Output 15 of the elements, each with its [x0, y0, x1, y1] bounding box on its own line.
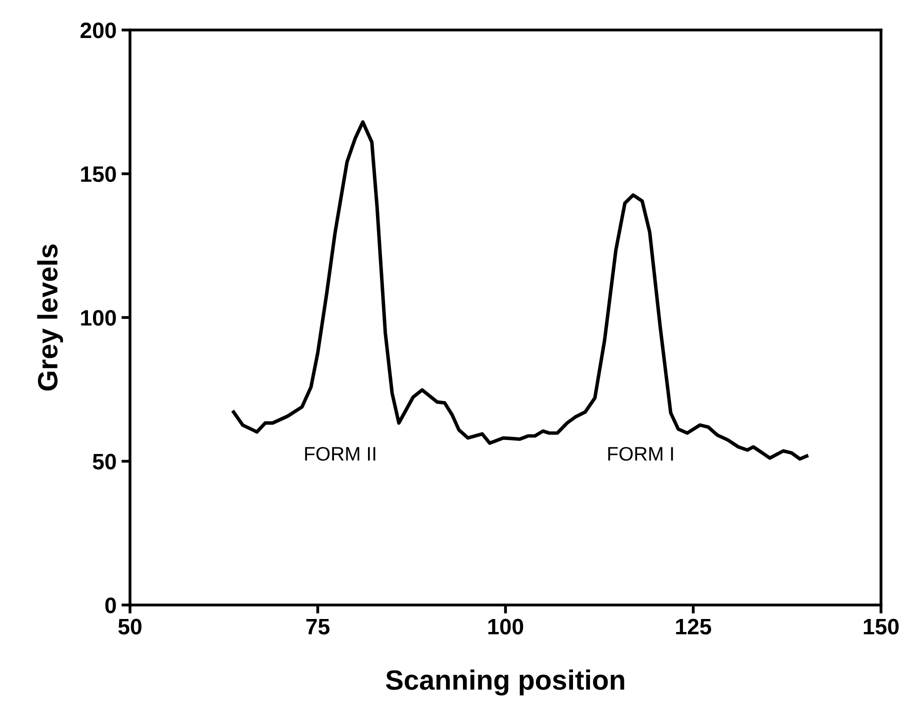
x-axis-title: Scanning position: [386, 669, 624, 696]
y-tick-label: 200: [80, 22, 116, 38]
x-tick-label: 125: [676, 618, 712, 635]
annotation: FORM II: [305, 446, 376, 461]
x-tick-label: 100: [488, 618, 524, 635]
y-tick-label: 100: [81, 310, 116, 326]
y-tick-label: 0: [105, 598, 116, 614]
line-series: [232, 120, 808, 461]
annotation: FORM I: [608, 446, 673, 461]
y-tick-label: 50: [92, 454, 116, 470]
x-tick-label: 75: [306, 619, 330, 635]
y-tick-label: 150: [81, 166, 116, 182]
x-tick-label: 50: [118, 618, 142, 635]
x-tick-label: 150: [864, 618, 899, 635]
y-axis-title: Grey levels: [37, 244, 64, 390]
